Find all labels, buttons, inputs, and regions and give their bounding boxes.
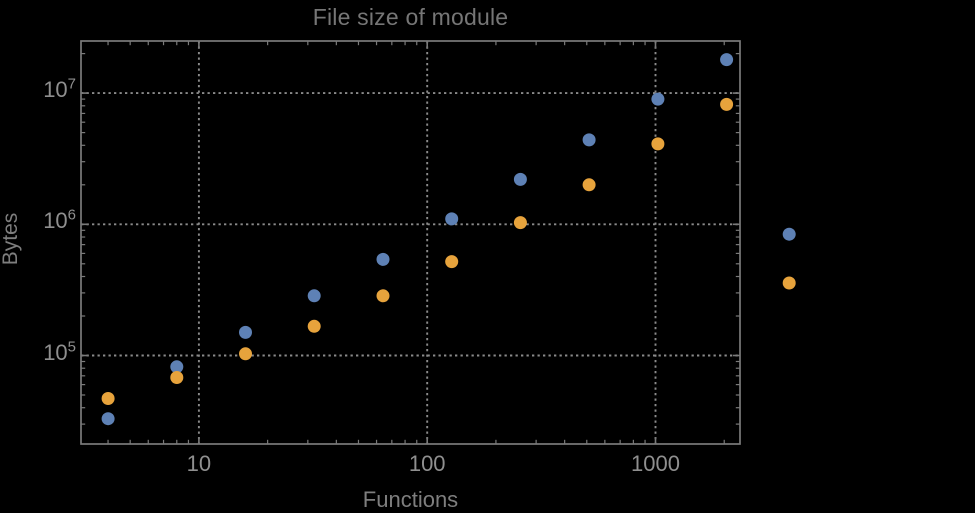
data-point-blue-series (239, 325, 252, 339)
data-point-orange-series (582, 178, 596, 192)
data-point-orange-series (376, 289, 390, 303)
data-point-blue-series (170, 360, 184, 374)
x-tick-label: 100 (408, 451, 446, 476)
x-tick-label: 1000 (631, 451, 680, 476)
data-point-orange-series (445, 255, 459, 269)
y-tick-label: 105 (43, 338, 76, 365)
data-point-blue-series (445, 212, 459, 226)
x-axis-label: Functions (362, 487, 459, 512)
data-point-blue-series (720, 53, 734, 67)
data-point-blue-series (307, 289, 321, 303)
data-point-orange-series (239, 347, 252, 361)
data-point-orange-series (651, 137, 665, 151)
y-tick-label: 106 (43, 206, 76, 234)
chart-title: File size of module (312, 4, 509, 30)
x-tick-label: 10 (186, 451, 212, 476)
data-point-orange-series (720, 97, 734, 111)
y-tick-label: 107 (43, 75, 76, 103)
data-point-orange-series (307, 319, 321, 333)
outside-marker (782, 227, 796, 241)
data-point-blue-series (651, 92, 665, 106)
data-point-blue-series (376, 252, 390, 266)
data-point-orange-series (170, 371, 184, 384)
data-point-orange-series (101, 392, 115, 405)
outside-marker (782, 276, 796, 290)
data-point-blue-series (101, 412, 115, 426)
data-point-blue-series (582, 133, 596, 147)
plot-frame (80, 40, 741, 445)
data-point-blue-series (513, 172, 527, 186)
data-point-orange-series (513, 216, 527, 230)
